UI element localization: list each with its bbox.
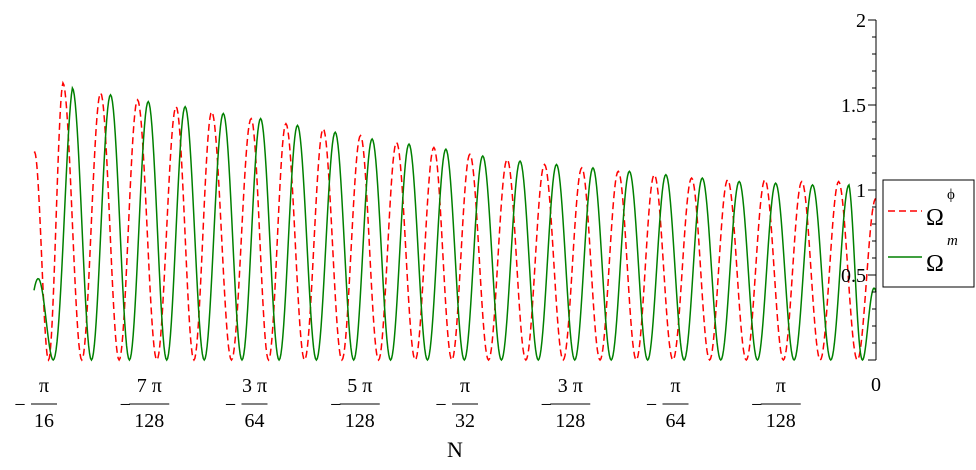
x-tick-numerator: π xyxy=(460,375,470,397)
x-tick-denominator: 64 xyxy=(244,410,264,432)
x-tick-numerator: 5 π xyxy=(347,375,372,397)
x-tick-sign: − xyxy=(120,394,131,416)
x-tick-label: 0 xyxy=(871,374,881,396)
x-tick-denominator: 128 xyxy=(345,410,375,432)
x-tick-sign: − xyxy=(646,394,657,416)
x-tick-sign: − xyxy=(330,394,341,416)
x-tick-sign: − xyxy=(435,394,446,416)
y-tick-layer: 0.5 1 1.5 2 xyxy=(841,10,876,361)
legend-label: Ω xyxy=(926,205,944,231)
x-tick-numerator: 3 π xyxy=(242,375,267,397)
x-tick-sign: − xyxy=(225,394,236,416)
series-layer xyxy=(33,80,877,362)
x-tick-denominator: 32 xyxy=(455,410,475,432)
x-tick-numerator: 7 π xyxy=(137,375,162,397)
x-tick-sign: − xyxy=(14,394,25,416)
y-tick-label: 0.5 xyxy=(841,265,866,287)
legend-box xyxy=(882,179,975,288)
legend-label: Ω xyxy=(926,251,944,277)
y-tick-label: 1 xyxy=(856,180,866,202)
y-tick-label: 1.5 xyxy=(841,95,866,117)
series-line-omega-m xyxy=(33,85,877,362)
x-tick-numerator: π xyxy=(776,375,786,397)
x-tick-denominator: 64 xyxy=(666,410,686,432)
x-tick-sign: − xyxy=(541,394,552,416)
x-tick-denominator: 128 xyxy=(134,410,164,432)
x-tick-denominator: 128 xyxy=(555,410,585,432)
x-axis-title: N xyxy=(447,437,463,462)
legend-superscript: ϕ xyxy=(947,187,955,203)
x-tick-denominator: 128 xyxy=(766,410,796,432)
x-tick-numerator: π xyxy=(39,375,49,397)
x-tick-numerator: π xyxy=(670,375,680,397)
series-line-omega-phi xyxy=(33,80,877,362)
y-tick-label: 2 xyxy=(856,10,866,32)
x-tick-numerator: 3 π xyxy=(558,375,583,397)
x-tick-denominator: 16 xyxy=(34,410,54,432)
legend-superscript: m xyxy=(947,233,958,249)
x-tick-sign: − xyxy=(751,394,762,416)
